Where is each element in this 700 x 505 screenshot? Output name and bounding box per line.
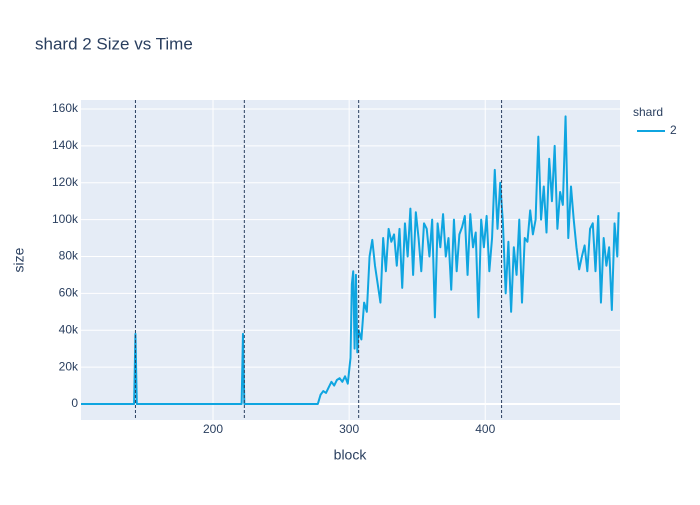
x-tick-label: 200: [203, 422, 223, 436]
y-axis-title: size: [11, 247, 27, 272]
legend-label: 2: [670, 123, 677, 137]
y-tick-label: 20k: [59, 359, 79, 373]
y-tick-label: 140k: [52, 138, 79, 152]
x-tick-label: 400: [475, 422, 495, 436]
y-tick-label: 40k: [59, 322, 79, 336]
y-tick-label: 60k: [59, 286, 79, 300]
x-axis-title: block: [334, 447, 368, 463]
y-tick-label: 80k: [59, 249, 79, 263]
y-tick-label: 120k: [52, 175, 79, 189]
chart-title: shard 2 Size vs Time: [35, 34, 193, 53]
y-tick-label: 160k: [52, 101, 79, 115]
y-tick-label: 100k: [52, 212, 79, 226]
y-tick-label: 0: [71, 396, 78, 410]
plot: 0 20k 40k 60k 80k 100k 120k 140k 160k 200 300 400: [52, 100, 620, 436]
data-line: [81, 115, 620, 405]
x-tick-label: 300: [339, 422, 359, 436]
legend-title: shard: [633, 105, 663, 119]
